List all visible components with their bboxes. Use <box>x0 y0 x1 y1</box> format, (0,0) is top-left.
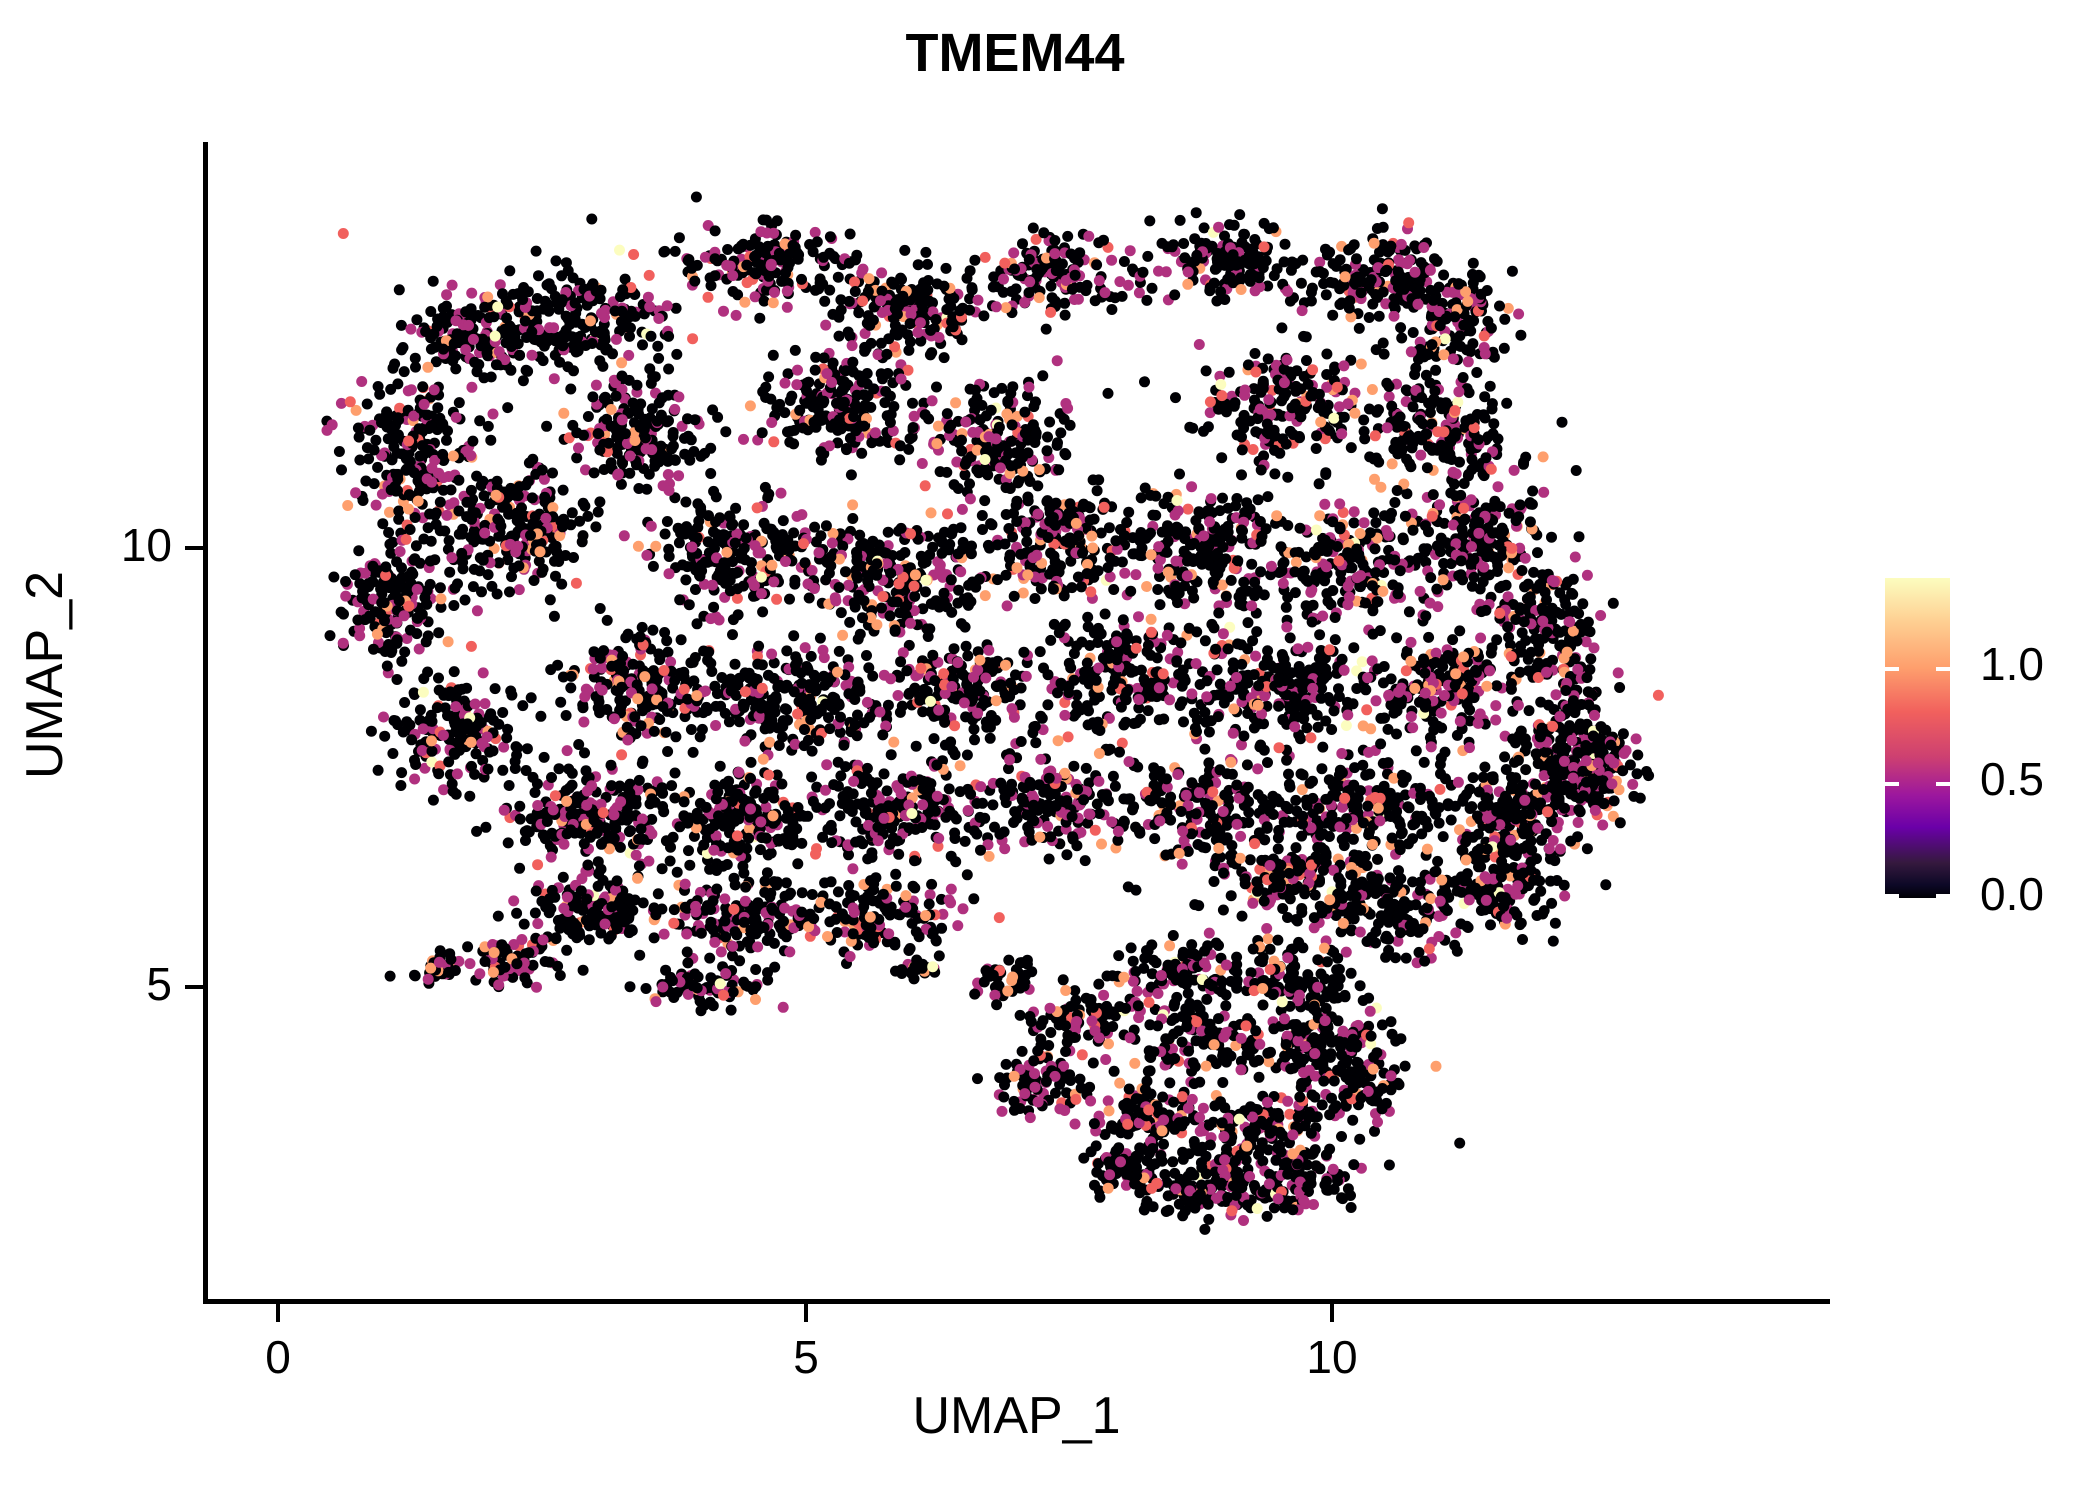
colorbar-tick-left-1 <box>1885 667 1899 671</box>
plot-panel <box>205 142 1830 1302</box>
colorbar-tick-left-0 <box>1885 894 1899 898</box>
colorbar-tick-right-0.5 <box>1936 782 1950 786</box>
colorbar-legend: 1.0 0.5 0.0 <box>1885 578 2085 920</box>
y-axis-line <box>203 142 208 1304</box>
colorbar-label-0.5: 0.5 <box>1980 753 2044 805</box>
y-tick-label-5: 5 <box>146 958 172 1010</box>
colorbar-label-1.0: 1.0 <box>1980 638 2044 690</box>
x-tick-mark-0 <box>276 1304 280 1322</box>
x-tick-label-0: 0 <box>265 1331 291 1383</box>
x-axis-label: UMAP_1 <box>912 1387 1121 1445</box>
x-tick-label-5: 5 <box>793 1331 819 1383</box>
scatter-points-layer <box>321 191 1664 1235</box>
colorbar-tick-right-0 <box>1936 894 1950 898</box>
y-axis-label: UMAP_2 <box>16 570 74 780</box>
colorbar-tick-left-0.5 <box>1885 782 1899 786</box>
y-tick-mark-5 <box>185 985 203 989</box>
y-tick-label-10: 10 <box>120 519 172 571</box>
x-tick-mark-10 <box>1330 1304 1334 1322</box>
y-tick-mark-10 <box>185 546 203 550</box>
colorbar-gradient <box>1885 578 1950 898</box>
x-tick-label-10: 10 <box>1306 1331 1358 1383</box>
page-title: TMEM44 <box>905 23 1125 83</box>
x-axis-line <box>203 1299 1830 1304</box>
x-tick-mark-5 <box>804 1304 808 1322</box>
colorbar-label-0.0: 0.0 <box>1980 868 2044 920</box>
colorbar-tick-right-1 <box>1936 667 1950 671</box>
